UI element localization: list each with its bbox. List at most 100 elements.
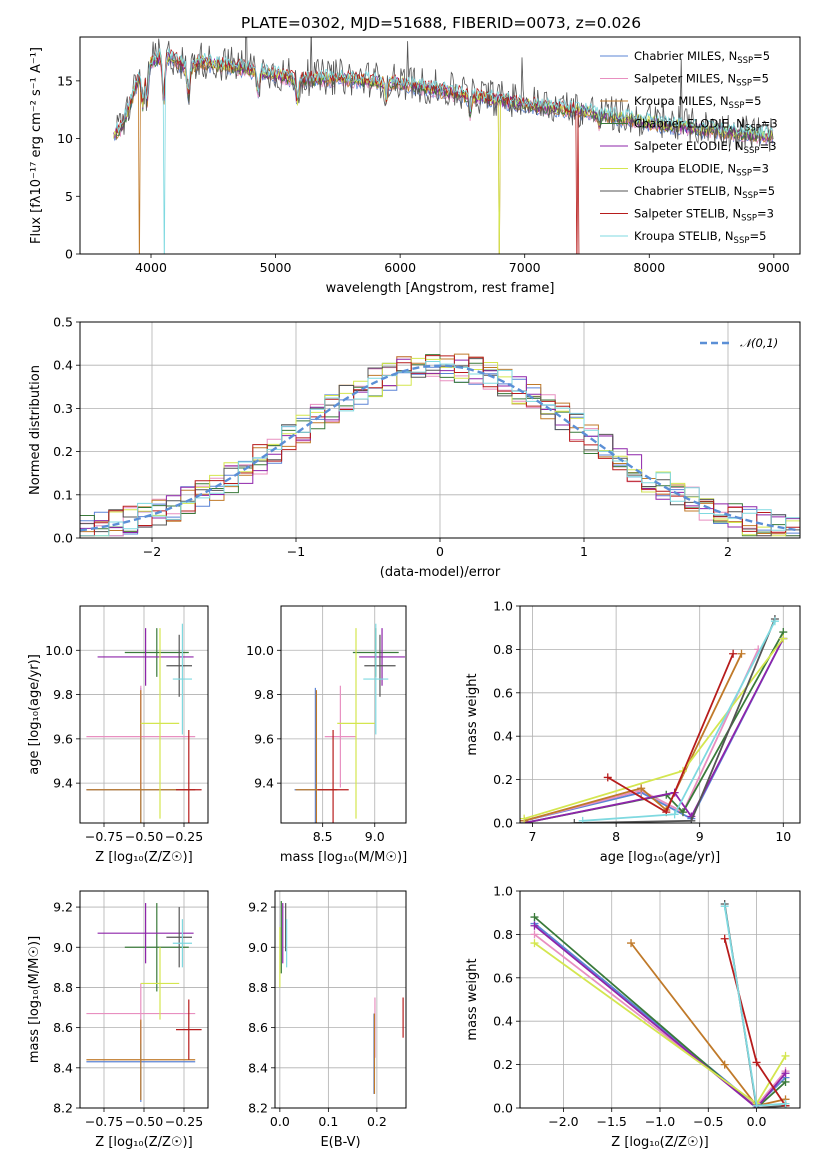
x-tick-label: 0.0 <box>747 1114 767 1129</box>
y-tick-label: 5 <box>65 189 73 204</box>
plot-area <box>86 623 202 823</box>
legend-model: Salpeter MILES, N <box>634 72 736 86</box>
x-axis-label: wavelength [Angstrom, rest frame] <box>326 281 555 296</box>
x-tick-label: −2.0 <box>548 1114 578 1129</box>
legend-count: =3 <box>752 162 769 176</box>
x-tick-label: −0.50 <box>125 1114 163 1129</box>
weight-marker <box>530 913 539 922</box>
legend-label: Chabrier MILES, NSSP=5 <box>634 49 770 66</box>
x-tick-label: −1.0 <box>645 1114 675 1129</box>
spectrum-panel: 4000 5000 6000 7000 8000 9000 0 5 10 15 wavelength… <box>29 36 801 296</box>
histogram-series <box>80 356 800 537</box>
y-tick-label: 10.0 <box>246 643 274 658</box>
y-tick-label: 0 <box>65 247 73 262</box>
legend-count: =3 <box>760 139 777 153</box>
mass-vs-EBV-panel: 0.0 0.1 0.2 8.2 8.4 8.6 8.8 9.0 9.2 E(B-V) <box>248 890 407 1150</box>
y-tick-label: 8.2 <box>53 1101 73 1116</box>
x-tick-label: 2 <box>724 544 732 559</box>
y-tick-label: 0.2 <box>53 444 73 459</box>
legend-count: =5 <box>749 229 766 243</box>
legend-count: =5 <box>758 184 775 198</box>
y-tick-label: 0.8 <box>493 927 513 942</box>
weight-marker <box>779 634 788 643</box>
x-tick-label: 10 <box>775 829 791 844</box>
y-axis-label: Normed distribution <box>28 365 43 495</box>
legend-label: Chabrier STELIB, NSSP=5 <box>634 184 775 201</box>
weight-marker <box>781 1099 790 1108</box>
weight-series <box>524 638 785 823</box>
weight-marker <box>530 930 539 939</box>
y-tick-label: 9.2 <box>248 900 268 915</box>
spectrum-series <box>115 37 774 152</box>
y-tick-label: 0.4 <box>493 1014 513 1029</box>
y-tick-label: 1.0 <box>493 599 513 614</box>
age-vs-Z-panel: −0.75 −0.50 −0.25 9.4 9.6 9.8 10.0 Z [log₁₀(Z/Z… <box>27 605 209 865</box>
weight-marker <box>687 816 696 823</box>
legend-label: Chabrier ELODIE, NSSP=3 <box>634 117 778 134</box>
histogram-series <box>80 355 800 537</box>
legend-count: =5 <box>744 94 761 108</box>
weight-marker <box>720 1060 729 1069</box>
x-tick-label: 9.0 <box>365 829 385 844</box>
weight-marker <box>781 1069 790 1078</box>
y-tick-label: 9.4 <box>254 776 274 791</box>
weight-marker <box>770 617 779 626</box>
mass-weight-vs-Z-panel: −2.0 −1.5 −1.0 −0.5 0.0 0.0 0.2 0.4 0.6 0.8 1.0 Z [… <box>465 884 801 1150</box>
weight-marker <box>737 649 746 658</box>
legend-count: =3 <box>757 207 774 221</box>
mass-weight-vs-age-panel: 7 8 9 10 0.0 0.2 0.4 0.6 0.8 1.0 age [log₁₀(age/yr… <box>465 599 801 865</box>
x-axis-label: mass [log₁₀(M/M☉)] <box>280 850 407 865</box>
x-tick-label: 0.0 <box>270 1114 290 1129</box>
legend-subscript: SSP <box>737 56 753 66</box>
x-axis-label: (data-model)/error <box>380 565 501 580</box>
weight-series <box>523 653 743 822</box>
x-tick-label: −0.5 <box>693 1114 723 1129</box>
plot-area <box>86 903 202 1102</box>
histogram-series <box>80 361 800 537</box>
x-tick-label: −0.25 <box>165 1114 203 1129</box>
weight-marker <box>720 902 729 911</box>
legend-model: Chabrier STELIB, N <box>634 184 742 198</box>
axes-frame <box>280 605 407 824</box>
x-tick-label: 7 <box>529 829 537 844</box>
legend-subscript: SSP <box>734 236 750 246</box>
weight-series <box>523 637 785 820</box>
x-tick-label: 8 <box>612 829 620 844</box>
legend-model: Chabrier ELODIE, N <box>634 117 745 131</box>
legend-subscript: SSP <box>729 101 745 111</box>
legend-count: =3 <box>761 117 778 131</box>
plot-area <box>279 901 404 1094</box>
axes-frame <box>519 605 801 824</box>
y-tick-label: 0.5 <box>53 315 73 330</box>
y-tick-label: 10 <box>57 131 73 146</box>
legend-subscript: SSP <box>744 146 760 156</box>
y-tick-label: 0.3 <box>53 401 73 416</box>
legend-label: Kroupa MILES, NSSP=5 <box>634 94 761 111</box>
y-axis-label: mass weight <box>465 958 480 1040</box>
weight-marker <box>603 773 612 782</box>
x-tick-label: 5000 <box>260 260 292 275</box>
y-tick-label: 0.2 <box>493 1057 513 1072</box>
x-tick-label: 7000 <box>509 260 541 275</box>
x-tick-label: 0.1 <box>318 1114 338 1129</box>
x-axis-label: Z [log₁₀(Z/Z☉)] <box>95 1135 192 1150</box>
y-tick-label: 9.8 <box>53 687 73 702</box>
y-tick-label: 8.4 <box>248 1060 268 1075</box>
axes-frame <box>274 890 407 1109</box>
x-tick-label: 6000 <box>384 260 416 275</box>
y-tick-label: 0.4 <box>53 358 73 373</box>
x-tick-label: 4000 <box>135 260 167 275</box>
weight-marker <box>530 921 539 930</box>
histogram-series <box>80 358 800 537</box>
axes-frame <box>79 36 801 255</box>
y-tick-label: 15 <box>57 73 73 88</box>
y-axis-label: mass [log₁₀(M/M☉)] <box>27 936 42 1063</box>
weight-series <box>523 649 760 822</box>
y-tick-label: 8.8 <box>248 980 268 995</box>
x-axis-label: E(B-V) <box>320 1135 360 1150</box>
y-axis-label: age [log₁₀(age/yr)] <box>27 654 42 775</box>
x-tick-label: −1.5 <box>597 1114 627 1129</box>
y-tick-label: 8.6 <box>248 1020 268 1035</box>
legend-subscript: SSP <box>741 214 757 224</box>
